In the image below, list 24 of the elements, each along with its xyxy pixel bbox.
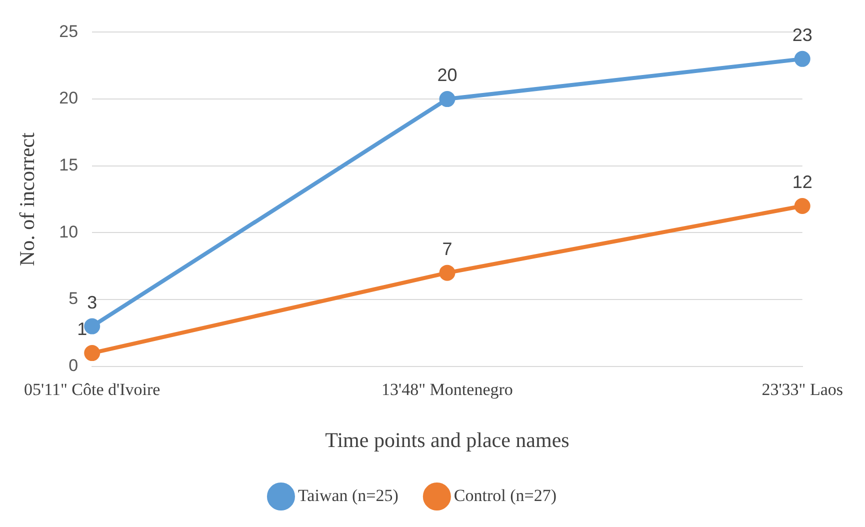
data-label: 23 [792,24,812,45]
data-label: 20 [437,65,458,86]
point [794,50,810,67]
point [794,198,810,214]
x-axis-title: Time points and place names [325,428,570,452]
y-tick-label: 15 [59,156,78,175]
y-tick-label: 5 [68,289,78,308]
x-tick-label: 13'48" Montenegro [382,380,513,400]
y-tick-label: 20 [59,88,78,108]
y-axis-title: No. of incorrect [15,132,40,266]
x-tick-label: 23'33" Laos [762,380,844,400]
data-label: 12 [792,172,812,192]
y-tick-label: 25 [59,22,78,41]
legend-label: Taiwan (n=25) [298,486,398,505]
point [439,264,456,281]
data-label: 3 [87,292,98,312]
y-tick-label: 10 [59,222,78,242]
legend-label: Control (n=27) [454,486,557,505]
point [84,345,100,362]
data-label: 7 [442,238,452,259]
x-tick-label: 05'11" Côte d'Ivoire [24,380,160,400]
point [439,91,456,108]
y-tick-label: 0 [68,356,78,376]
data-label: 1 [77,319,88,339]
